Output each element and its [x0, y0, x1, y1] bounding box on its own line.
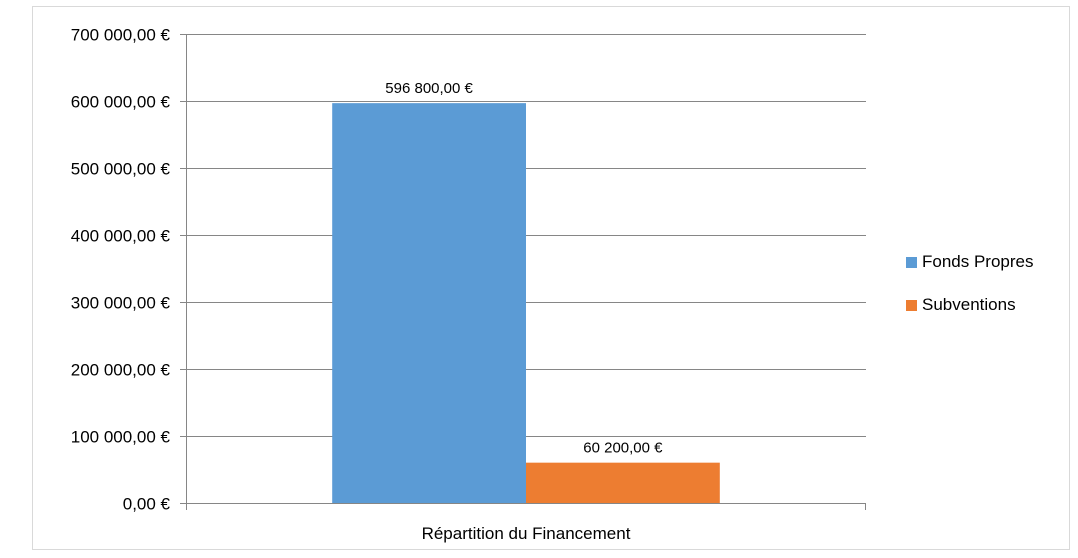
axes [180, 34, 866, 510]
legend-label-subventions: Subventions [922, 295, 1016, 314]
legend-label-fonds-propres: Fonds Propres [922, 252, 1034, 271]
y-tick-label: 700 000,00 € [71, 26, 171, 45]
bars [332, 103, 720, 504]
y-tick-label: 0,00 € [123, 495, 171, 514]
y-tick-label: 600 000,00 € [71, 93, 171, 112]
data-label-fonds-propres: 596 800,00 € [385, 80, 473, 97]
legend-item-fonds-propres: Fonds Propres [906, 248, 1034, 276]
x-category-label: Répartition du Financement [422, 524, 631, 543]
y-axis-tick-labels: 0,00 € 100 000,00 € 200 000,00 € 300 000,00… [71, 26, 171, 514]
data-labels: 596 800,00 € 60 200,00 € [385, 80, 663, 457]
data-label-subventions: 60 200,00 € [583, 440, 663, 457]
chart-frame [32, 6, 1070, 550]
bar-subventions [526, 462, 720, 503]
y-tick-label: 500 000,00 € [71, 160, 171, 179]
y-tick-label: 100 000,00 € [71, 428, 171, 447]
bar-fonds-propres [332, 103, 526, 504]
legend-swatch-fonds-propres [906, 256, 917, 268]
legend-swatch-subventions [906, 299, 917, 311]
y-tick-label: 400 000,00 € [71, 227, 171, 246]
legend-item-subventions: Subventions [906, 291, 1034, 319]
y-tick-label: 300 000,00 € [71, 294, 171, 313]
legend: Fonds Propres Subventions [906, 248, 1034, 334]
y-tick-label: 200 000,00 € [71, 361, 171, 380]
category-labels: Répartition du Financement [422, 524, 631, 543]
